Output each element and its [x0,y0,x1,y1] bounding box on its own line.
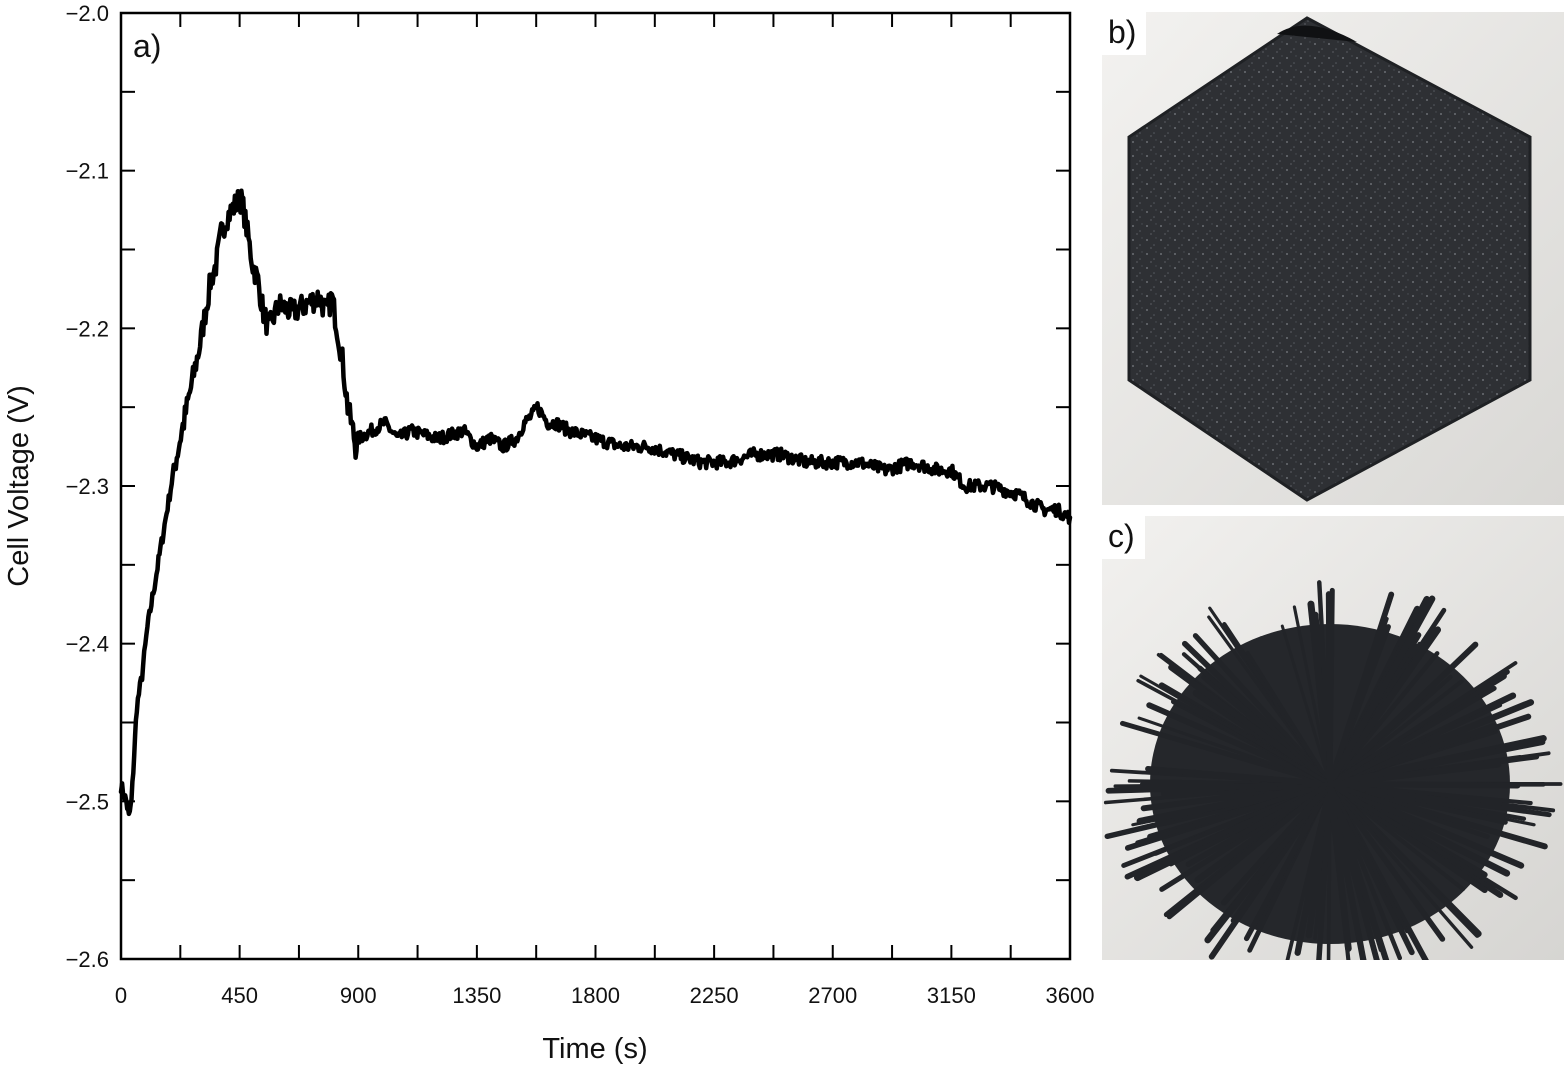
dendrite-spike [1326,780,1521,789]
dendrite-spike [1325,591,1333,787]
x-tick-label: 1350 [452,983,501,1008]
x-tick-label: 3600 [1046,983,1095,1008]
dendrite-spike [1220,781,1333,906]
y-tick-label: −2.0 [66,1,109,26]
dendrite-spike [1328,782,1409,934]
dendrite-spike [1328,703,1503,786]
y-tick-label: −2.3 [66,474,109,499]
dendrite-spike [1316,781,1333,960]
dendrite-spike [1326,780,1352,952]
dendrite-spike [1243,781,1333,942]
dendrite-spike [1168,664,1334,788]
dendrite-spike [1139,674,1332,786]
dendrite-spike [1326,595,1436,788]
panel-label-c: c) [1102,516,1145,559]
x-axis-tick-labels: 0 450 900 1350 1800 2250 2700 3150 3600 [115,983,1095,1008]
panel-label-b: b) [1102,12,1147,55]
dendrite-spike [1327,781,1490,839]
dendrite-spike [1327,781,1480,938]
dendrite-spike [1326,780,1525,869]
dendrite-spike [1328,661,1518,786]
dendrite-spike [1328,782,1474,949]
y-tick-label: −2.1 [66,159,109,184]
dendrite-spike [1294,780,1334,956]
dendrite-spike [1280,624,1332,786]
dendrite-spike [1292,605,1332,786]
x-tick-label: 900 [340,983,377,1008]
x-tick-label: 0 [115,983,127,1008]
x-axis-ticks [120,13,1071,959]
dendrite-spike [1136,780,1334,825]
y-tick-label: −2.4 [66,632,109,657]
x-tick-label: 1800 [571,983,620,1008]
x-tick-label: 3150 [927,983,976,1008]
plot-frame [119,11,1072,961]
voltage-chart: 0 450 900 1350 1800 2250 2700 3150 3600 −2.6 −2.5… [3,1,1095,1065]
y-tick-label: −2.5 [66,789,109,814]
dendritic-deposit [1103,580,1563,960]
dendrite-spike [1103,782,1332,805]
y-axis-label: Cell Voltage (V) [3,385,35,587]
dendrite-spike [1327,641,1479,787]
panel-label-a: a) [133,28,161,64]
dendrite-spike [1326,780,1390,960]
x-axis-label: Time (s) [542,1033,647,1065]
dendrite-spike [1119,720,1333,787]
series-line-cell-voltage [118,188,1073,817]
x-tick-label: 450 [221,983,258,1008]
dendrite-spike [1166,781,1333,920]
x-tick-label: 2700 [808,983,857,1008]
hexagonal-deposit [1127,16,1532,502]
dendrite-spike [1327,781,1518,901]
dendrite-spike [1327,591,1395,787]
photo-c: c) [1102,516,1564,960]
dendrite-spike [1327,739,1546,787]
dendrite-spike [1135,781,1333,845]
y-tick-label: −2.6 [66,947,109,972]
photo-b-image [1102,12,1564,505]
dendrite-spike [1185,781,1333,867]
dendrite-spike [1245,650,1332,786]
dendrite-spike [1326,626,1442,788]
x-tick-label: 2250 [690,983,739,1008]
photo-b: b) [1102,12,1564,505]
dendrite-spike [1327,781,1446,942]
y-axis-tick-labels: −2.6 −2.5 −2.4 −2.3 −2.2 −2.1 −2.0 [66,1,109,972]
dendrite-spike [1145,766,1333,787]
y-tick-label: −2.2 [66,316,109,341]
dendrite-spike [1146,702,1333,787]
dendrite-spike [1105,781,1333,794]
dendrite-spike [1181,652,1333,787]
photo-c-image [1102,516,1564,960]
dendrite-spike [1327,781,1552,818]
